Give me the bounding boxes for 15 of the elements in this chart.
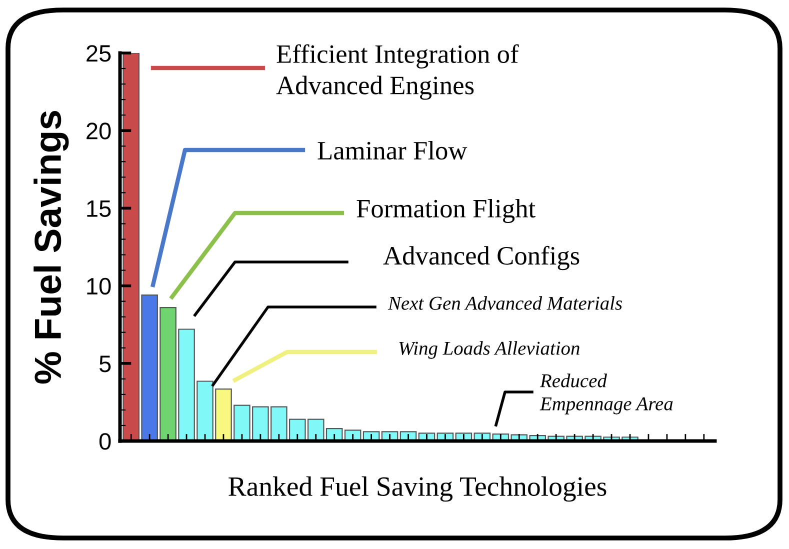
y-tick-label: 15 [87, 200, 111, 217]
y-tick-label: 20 [86, 122, 111, 140]
y-tick-label: 5 [99, 356, 111, 372]
annotation: Laminar Flow [318, 141, 468, 160]
annotation: Next Gen Advanced Materials [388, 296, 622, 310]
x-axis-title: Ranked Fuel Saving Technologies [228, 476, 606, 502]
annotation: Efficient Integration of Advanced Engines [276, 44, 519, 100]
annotation: Wing Loads Alleviation [399, 341, 580, 359]
y-tick-label: 0 [99, 433, 111, 450]
annotation: Reduced Empennage Area [540, 374, 673, 414]
y-tick-label: 10 [87, 278, 111, 295]
y-axis-title: % Fuel Savings [34, 110, 69, 384]
annotation: Advanced Configs [383, 246, 580, 270]
annotation: Formation Flight [356, 198, 536, 224]
y-tick-label: 25 [86, 45, 111, 62]
